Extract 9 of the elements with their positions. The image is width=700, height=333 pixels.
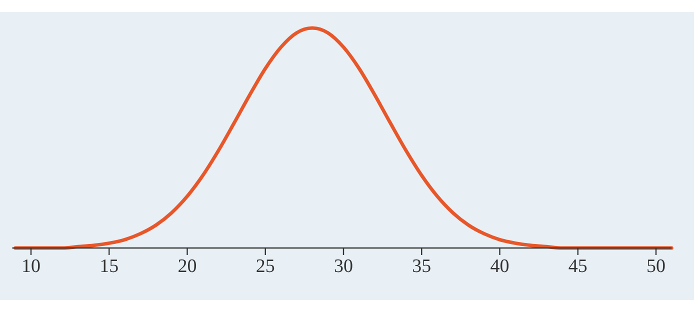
x-tick-label: 15 — [100, 256, 119, 277]
x-tick-label: 35 — [412, 256, 432, 277]
x-tick-label: 40 — [490, 256, 510, 277]
x-tick-label: 10 — [22, 256, 40, 277]
x-tick-label: 45 — [568, 256, 588, 277]
x-tick-label: 50 — [646, 256, 666, 277]
x-tick-label: 25 — [256, 256, 275, 277]
x-tick-label: 30 — [334, 256, 353, 277]
x-tick-label: 20 — [178, 256, 197, 277]
